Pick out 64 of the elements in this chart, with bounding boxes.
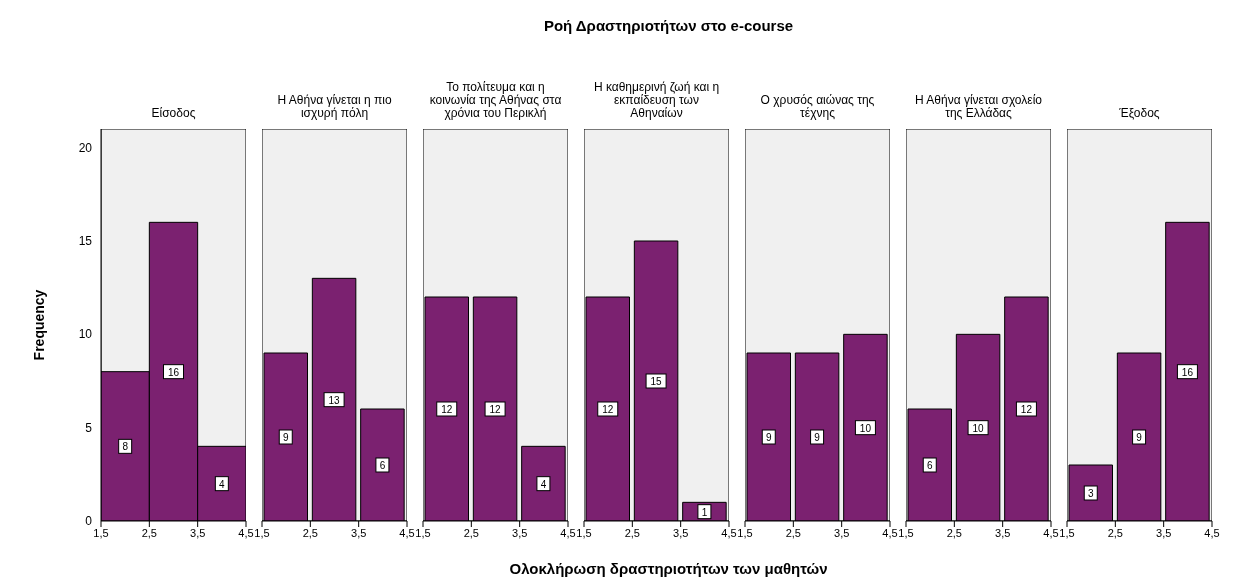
- x-tick-label: 1,5: [737, 526, 753, 539]
- y-tick-label: 10: [78, 327, 93, 342]
- x-tick-label: 3,5: [995, 526, 1011, 539]
- chart-title: Είσοδος: [150, 106, 197, 120]
- data-label: 9: [814, 432, 821, 443]
- x-tick-label: 3,5: [351, 526, 367, 539]
- y-tick-label: 15: [78, 234, 93, 248]
- y-tick-label: 20: [78, 140, 93, 155]
- y-tick-label: 0: [85, 514, 93, 528]
- x-axis-title: Ολοκλήρωση δραστηριοτήτων των μαθητών: [509, 560, 828, 577]
- x-tick-label: 1,5: [1059, 526, 1075, 539]
- x-tick-label: 4,5: [1043, 526, 1059, 539]
- x-tick-label: 2,5: [785, 526, 801, 539]
- x-tick-label: 4,5: [560, 526, 576, 539]
- y-tick-label: 5: [85, 420, 93, 435]
- data-label: 4: [540, 478, 547, 490]
- x-tick-label: 2,5: [1107, 526, 1123, 539]
- data-label: 15: [650, 376, 663, 387]
- chart-title: Έξοδος: [1118, 106, 1161, 120]
- text: Ροή Δραστηριοτήτων στο e-course: [543, 17, 794, 34]
- data-label: 3: [1087, 488, 1094, 499]
- x-tick-label: 2,5: [463, 526, 479, 539]
- data-label: 16: [167, 366, 180, 378]
- x-tick-label: 3,5: [673, 526, 689, 539]
- x-tick-label: 4,5: [882, 526, 898, 539]
- x-tick-label: 2,5: [946, 526, 962, 539]
- x-tick-label: 4,5: [238, 526, 254, 539]
- data-label: 8: [122, 441, 129, 453]
- data-label: 12: [1020, 404, 1033, 415]
- x-tick-label: 3,5: [512, 526, 528, 539]
- x-tick-label: 1,5: [93, 526, 109, 539]
- x-tick-label: 1,5: [415, 526, 431, 539]
- x-tick-label: 2,5: [624, 526, 640, 539]
- data-label: 6: [926, 460, 933, 471]
- data-label: 16: [1181, 366, 1194, 378]
- data-label: 10: [972, 422, 985, 434]
- x-tick-label: 3,5: [190, 526, 206, 539]
- data-label: 4: [219, 478, 226, 490]
- x-tick-label: 3,5: [1156, 526, 1172, 539]
- x-tick-label: 1,5: [576, 526, 592, 539]
- x-tick-label: 1,5: [898, 526, 914, 539]
- x-tick-label: 4,5: [721, 526, 737, 539]
- data-label: 9: [282, 432, 289, 443]
- y-axis-title: Frequency: [30, 289, 47, 361]
- data-label: 10: [859, 422, 872, 434]
- data-label: 13: [328, 394, 341, 406]
- chart-title: Η Αθήνα γίνεται σχολείο της Ελλάδας: [914, 93, 1043, 120]
- x-tick-label: 2,5: [302, 526, 318, 539]
- x-tick-label: 2,5: [141, 526, 157, 539]
- data-label: 9: [765, 432, 772, 443]
- chart-title: Η Αθήνα γίνεται η πιο ισχυρή πόλη: [276, 93, 393, 120]
- data-label: 12: [602, 404, 614, 415]
- x-tick-label: 1,5: [254, 526, 270, 539]
- data-label: 9: [1136, 432, 1143, 443]
- data-label: 12: [441, 404, 453, 415]
- chart-title: Η καθημερινή ζωή και η εκπαίδευση των Αθηναίων: [592, 80, 721, 120]
- data-label: 12: [489, 404, 502, 415]
- chart-title: Το πολίτευμα και η κοινωνία της Αθήνας στα χρόνια του Περικλή: [428, 80, 563, 120]
- chart-title: Ο χρυσός αιώνας της τέχνης: [759, 93, 876, 120]
- data-label: 1: [701, 506, 708, 518]
- x-tick-label: 4,5: [1204, 526, 1220, 539]
- x-tick-label: 4,5: [399, 526, 415, 539]
- x-tick-label: 3,5: [834, 526, 850, 539]
- data-label: 6: [379, 460, 386, 471]
